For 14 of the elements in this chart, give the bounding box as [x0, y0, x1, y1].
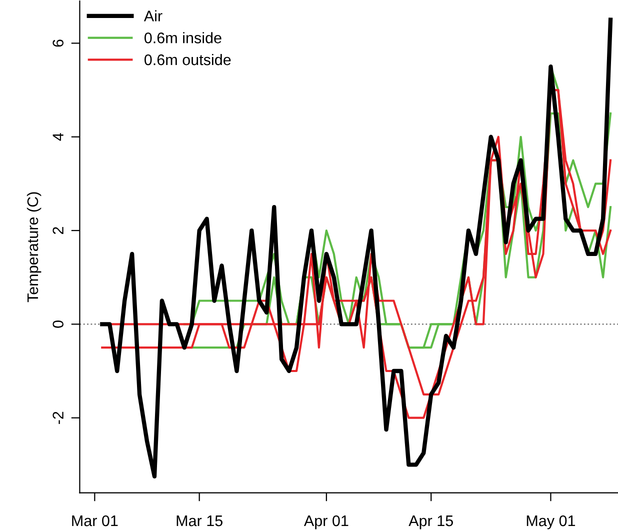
- y-tick-label: -2: [52, 412, 64, 424]
- x-tick-label: May 01: [526, 515, 576, 530]
- x-tick-label: Mar 15: [176, 516, 222, 526]
- y-tick-label: 2: [52, 227, 64, 234]
- y-tick-label: 4: [52, 133, 64, 141]
- legend-label: 0.6m outside: [144, 54, 231, 66]
- y-tick-label: 6: [52, 40, 64, 47]
- y-tick-label: 0: [52, 320, 64, 328]
- legend-label: Air: [144, 10, 162, 22]
- y-axis-title: Temperature (C): [26, 192, 42, 302]
- x-tick-label: Apr 15: [408, 516, 453, 530]
- x-tick-label: Mar 01: [72, 515, 118, 526]
- legend-label: 0.6m inside: [144, 32, 222, 44]
- x-tick-label: Apr 01: [304, 515, 348, 530]
